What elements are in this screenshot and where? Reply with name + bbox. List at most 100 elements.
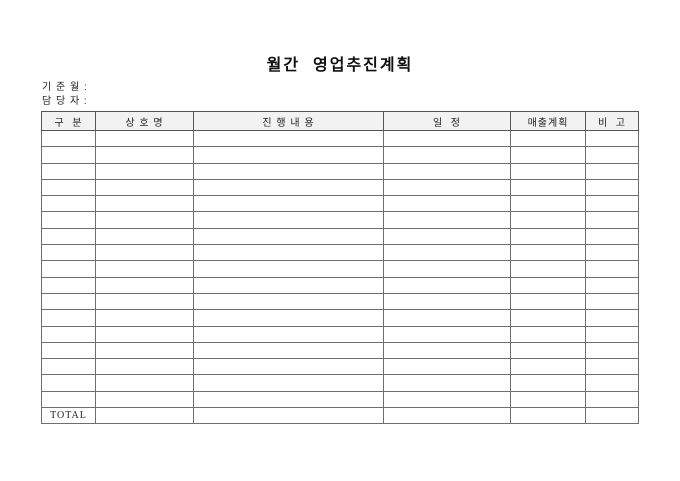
table-cell <box>95 129 194 148</box>
table-cell <box>95 162 194 180</box>
table-cell <box>193 195 384 213</box>
table-row <box>41 162 639 180</box>
table-cell <box>383 162 511 180</box>
table-cell <box>193 341 384 360</box>
table-cell <box>193 374 384 392</box>
table-row <box>41 325 639 343</box>
table-cell <box>585 162 639 180</box>
table-cell <box>510 358 586 376</box>
table-cell <box>41 309 96 327</box>
column-header-category: 구 분 <box>41 111 96 131</box>
total-row: TOTAL <box>41 407 639 425</box>
table-cell <box>585 178 639 197</box>
table-cell <box>383 407 511 425</box>
table-cell <box>193 358 384 376</box>
table-cell <box>510 178 586 197</box>
table-cell <box>95 407 194 425</box>
table-row <box>41 129 639 148</box>
table-cell <box>41 211 96 229</box>
table-cell <box>585 244 639 262</box>
table-cell <box>510 276 586 294</box>
table-cell <box>510 390 586 409</box>
table-cell <box>510 211 586 229</box>
table-row <box>41 309 639 327</box>
table-cell <box>193 309 384 327</box>
table-cell <box>193 390 384 409</box>
table-cell <box>510 227 586 246</box>
table-cell <box>510 341 586 360</box>
column-header-schedule: 일 정 <box>383 111 511 131</box>
table-cell <box>41 374 96 392</box>
table-cell <box>383 260 511 278</box>
table-cell <box>193 260 384 278</box>
table-cell <box>95 276 194 294</box>
table-cell <box>41 325 96 343</box>
table-cell <box>41 244 96 262</box>
table-cell <box>193 227 384 246</box>
table-cell <box>585 129 639 148</box>
table-cell <box>95 178 194 197</box>
column-header-sales-plan: 매출계획 <box>510 111 586 131</box>
table-row <box>41 341 639 360</box>
table-cell <box>510 162 586 180</box>
table-row <box>41 211 639 229</box>
table-cell <box>41 358 96 376</box>
table-cell <box>41 276 96 294</box>
total-label-cell: TOTAL <box>41 407 96 425</box>
table-cell <box>585 227 639 246</box>
table-cell <box>383 292 511 311</box>
table-cell <box>383 211 511 229</box>
column-header-remarks: 비 고 <box>585 111 639 131</box>
table-cell <box>585 374 639 392</box>
table-cell <box>585 390 639 409</box>
table-cell <box>193 292 384 311</box>
table-cell <box>95 146 194 164</box>
table-cell <box>585 407 639 425</box>
table-row <box>41 227 639 246</box>
table-row <box>41 244 639 262</box>
table-cell <box>41 129 96 148</box>
table-cell <box>585 195 639 213</box>
table-cell <box>585 325 639 343</box>
table-cell <box>383 341 511 360</box>
table-cell <box>95 358 194 376</box>
table-cell <box>95 195 194 213</box>
table-row <box>41 292 639 311</box>
table-cell <box>383 244 511 262</box>
table-cell <box>383 309 511 327</box>
table-cell <box>95 341 194 360</box>
table-cell <box>41 178 96 197</box>
table-cell <box>383 195 511 213</box>
table-cell <box>510 325 586 343</box>
table-cell <box>383 276 511 294</box>
column-header-company: 상 호 명 <box>95 111 194 131</box>
table-row <box>41 358 639 376</box>
table-row <box>41 374 639 392</box>
table-cell <box>41 292 96 311</box>
table-cell <box>41 341 96 360</box>
table-cell <box>585 260 639 278</box>
table-cell <box>585 146 639 164</box>
table-cell <box>41 162 96 180</box>
table-cell <box>510 129 586 148</box>
manager-label: 담 당 자 : <box>42 96 88 107</box>
table-row <box>41 146 639 164</box>
table-cell <box>41 390 96 409</box>
table-header-row: 구 분 상 호 명 진 행 내 용 일 정 매출계획 비 고 <box>41 111 639 131</box>
table-cell <box>585 292 639 311</box>
table-cell <box>41 146 96 164</box>
table-cell <box>95 227 194 246</box>
table-cell <box>95 390 194 409</box>
table-cell <box>95 260 194 278</box>
table-cell <box>383 358 511 376</box>
table-cell <box>193 146 384 164</box>
table-cell <box>510 374 586 392</box>
table-cell <box>41 227 96 246</box>
table-cell <box>193 407 384 425</box>
table-cell <box>383 390 511 409</box>
table-cell <box>510 292 586 311</box>
table-cell <box>41 195 96 213</box>
table-body <box>41 129 639 409</box>
table-cell <box>95 374 194 392</box>
table-cell <box>510 309 586 327</box>
